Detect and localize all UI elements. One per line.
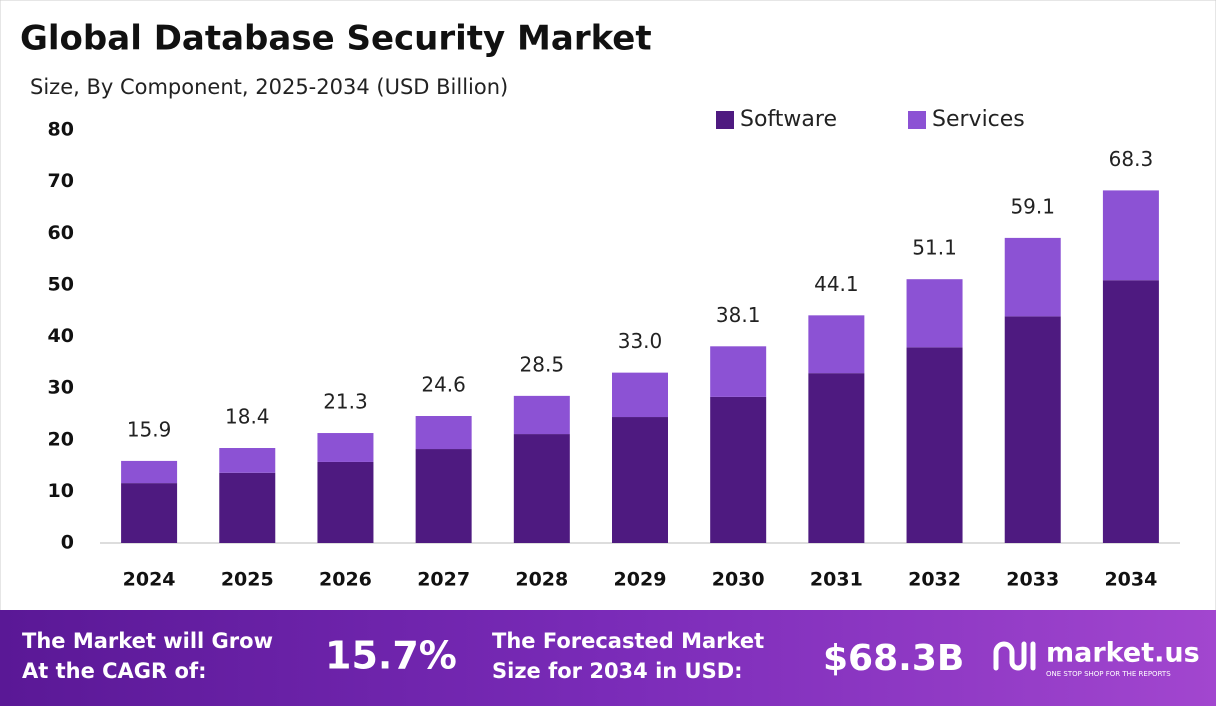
- y-tick-label: 0: [61, 532, 74, 554]
- bar-segment: [1004, 316, 1061, 543]
- x-tick-label: 2028: [515, 569, 568, 591]
- total-label: 24.6: [421, 373, 466, 397]
- total-label: 51.1: [912, 236, 957, 260]
- total-label: 68.3: [1109, 147, 1154, 171]
- total-label: 38.1: [716, 303, 761, 327]
- x-tick-label: 2029: [614, 569, 667, 591]
- bar-segment: [121, 460, 178, 484]
- x-tick-label: 2025: [221, 569, 274, 591]
- legend-label: Services: [932, 107, 1025, 132]
- bar-segment: [317, 433, 374, 462]
- bar-segment: [1102, 190, 1159, 281]
- bar-segment: [317, 461, 374, 543]
- y-tick-label: 70: [48, 170, 74, 192]
- bar-segment: [612, 372, 668, 418]
- x-tick-label: 2033: [1006, 569, 1059, 591]
- bar-segment: [121, 483, 178, 543]
- total-label: 21.3: [323, 390, 368, 414]
- bar-segment: [513, 395, 570, 435]
- x-tick-label: 2031: [810, 569, 863, 591]
- total-label: 18.4: [225, 405, 270, 429]
- total-label: 33.0: [618, 329, 663, 353]
- bar-segment: [906, 279, 963, 348]
- y-tick-label: 80: [48, 119, 74, 141]
- bar-segment: [1102, 280, 1159, 543]
- bar-segment: [710, 346, 767, 397]
- y-tick-label: 40: [48, 325, 74, 347]
- footer-text: Size for 2034 in USD:: [492, 659, 743, 683]
- bar-segment: [219, 472, 276, 543]
- bar-segment: [612, 417, 668, 543]
- x-tick-label: 2034: [1104, 569, 1157, 591]
- total-label: 15.9: [127, 417, 172, 441]
- bar-segment: [1004, 237, 1061, 317]
- total-label: 44.1: [814, 272, 859, 296]
- total-label: 59.1: [1010, 194, 1055, 218]
- tagline: ONE STOP SHOP FOR THE REPORTS: [1046, 670, 1171, 678]
- footer-text: The Forecasted Market: [492, 629, 764, 653]
- footer-text: At the CAGR of:: [22, 659, 207, 683]
- total-label: 28.5: [520, 352, 565, 376]
- y-tick-label: 20: [48, 428, 74, 450]
- y-tick-label: 60: [48, 222, 74, 244]
- y-tick-label: 10: [48, 480, 74, 502]
- x-tick-label: 2027: [417, 569, 470, 591]
- brand-logo: [993, 641, 1036, 671]
- x-tick-label: 2030: [712, 569, 765, 591]
- bar-segment: [415, 449, 472, 543]
- bar-segment: [513, 434, 570, 543]
- chart-title: Global Database Security Market: [20, 19, 652, 59]
- bar-segment: [808, 373, 865, 543]
- cagr-value: 15.7%: [325, 634, 457, 678]
- bar-segment: [808, 315, 865, 374]
- brand: market.us: [1046, 638, 1200, 669]
- y-tick-label: 50: [48, 273, 74, 295]
- y-tick-label: 30: [48, 377, 74, 399]
- forecast-value: $68.3B: [823, 638, 964, 679]
- legend-label: Software: [740, 107, 837, 132]
- bar-segment: [906, 347, 963, 543]
- x-tick-label: 2026: [319, 569, 372, 591]
- chart-subtitle: Size, By Component, 2025-2034 (USD Billi…: [30, 75, 508, 99]
- footer-text: The Market will Grow: [22, 629, 273, 653]
- legend-swatch: [908, 111, 926, 129]
- x-tick-label: 2024: [123, 569, 176, 591]
- legend-swatch: [716, 111, 734, 129]
- x-tick-label: 2032: [908, 569, 961, 591]
- bar-segment: [219, 448, 276, 473]
- bar-segment: [710, 396, 767, 543]
- bar-segment: [415, 416, 472, 450]
